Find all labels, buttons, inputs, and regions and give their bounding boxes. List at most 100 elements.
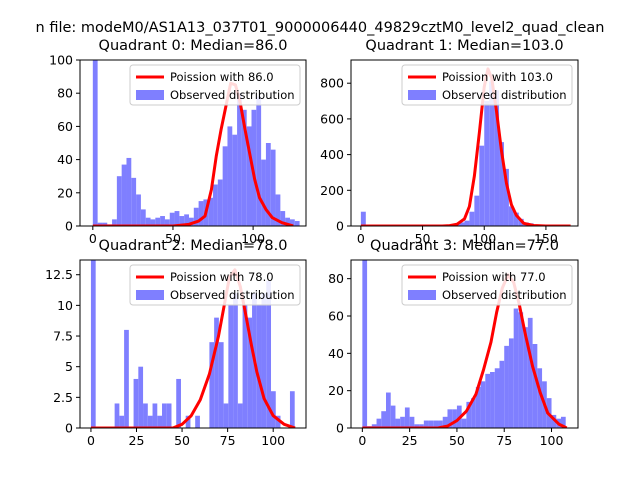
histogram-bar bbox=[275, 194, 281, 226]
x-tick-label: 0 bbox=[89, 231, 97, 246]
histogram-bar bbox=[376, 418, 382, 428]
histogram-bar bbox=[166, 403, 172, 428]
histogram-bar bbox=[527, 317, 533, 428]
histogram-bar bbox=[195, 415, 200, 428]
histogram-bar bbox=[193, 207, 199, 226]
y-tick-label: 80 bbox=[57, 86, 73, 101]
histogram-bar bbox=[114, 403, 120, 428]
y-tick-label: 200 bbox=[320, 183, 344, 198]
histogram-bar bbox=[381, 411, 386, 428]
histogram-bar bbox=[242, 305, 248, 428]
y-tick-label: 20 bbox=[57, 185, 73, 200]
histogram-bar bbox=[138, 366, 144, 428]
histogram-bar bbox=[126, 157, 132, 226]
x-tick-label: 150 bbox=[534, 231, 558, 246]
histogram-bar bbox=[185, 415, 191, 428]
histogram-bar bbox=[218, 342, 224, 428]
histogram-bar bbox=[174, 211, 180, 226]
histogram-bar bbox=[256, 96, 262, 226]
histogram-bar bbox=[237, 403, 243, 428]
histogram-bar bbox=[150, 219, 156, 226]
figure-suptitle: n file: modeM0/AS1A13_037T01_9000006440_… bbox=[36, 20, 605, 36]
histogram-bar bbox=[504, 345, 509, 428]
legend-label-observed: Observed distribution bbox=[170, 288, 295, 302]
legend-label-poisson: Poission with 77.0 bbox=[442, 270, 546, 284]
chart-panel-0: 0 50 100 0 20 40 60 80 100 Quadrant 0: Median=86.… bbox=[49, 38, 307, 246]
y-tick-label: 20 bbox=[328, 383, 344, 398]
histogram-bar bbox=[147, 415, 153, 428]
histogram-bar bbox=[489, 81, 495, 226]
x-tick-label: 100 bbox=[472, 231, 496, 246]
histogram-bar bbox=[164, 219, 170, 226]
legend-bar-swatch bbox=[136, 90, 164, 100]
histogram-bar bbox=[213, 184, 218, 226]
histogram-bar bbox=[162, 403, 167, 428]
histogram-bar bbox=[537, 368, 543, 428]
histogram-bar bbox=[409, 416, 415, 428]
y-tick-label: 80 bbox=[328, 271, 344, 286]
histogram-bar bbox=[119, 415, 125, 428]
histogram-bar bbox=[475, 386, 481, 428]
histogram-bar bbox=[404, 407, 410, 428]
legend: Poission with 77.0 Observed distribution bbox=[401, 264, 573, 306]
histogram-bar bbox=[362, 260, 368, 428]
panel-title: Quadrant 0: Median=86.0 bbox=[99, 38, 288, 54]
histogram-bar bbox=[360, 211, 366, 226]
histogram-bar bbox=[395, 418, 401, 428]
histogram-bar bbox=[198, 201, 204, 226]
histogram-bar bbox=[485, 373, 491, 428]
histogram-bar bbox=[503, 168, 509, 226]
histogram-bar bbox=[140, 209, 146, 226]
histogram-bar bbox=[499, 142, 504, 226]
histogram-bar bbox=[227, 126, 233, 226]
y-tick-label: 0 bbox=[65, 421, 73, 436]
legend-box bbox=[129, 64, 301, 106]
legend-label-observed: Observed distribution bbox=[442, 288, 567, 302]
histogram-bar bbox=[160, 216, 165, 226]
x-tick-label: 50 bbox=[449, 433, 465, 448]
legend-label-poisson: Poission with 78.0 bbox=[170, 270, 274, 284]
legend-bar-swatch bbox=[136, 290, 164, 300]
histogram-bar bbox=[459, 222, 465, 226]
legend: Poission with 86.0 Observed distribution bbox=[129, 64, 301, 106]
histogram-bar bbox=[474, 195, 480, 226]
y-tick-label: 5 bbox=[65, 359, 73, 374]
legend-label-poisson: Poission with 86.0 bbox=[170, 70, 274, 84]
histogram-bar bbox=[223, 403, 229, 428]
plot-area bbox=[362, 260, 568, 428]
panel-title: Quadrant 2: Median=78.0 bbox=[99, 238, 288, 254]
histogram-bar bbox=[469, 211, 475, 226]
legend-label-poisson: Poission with 103.0 bbox=[442, 70, 553, 84]
panel-title: Quadrant 1: Median=103.0 bbox=[365, 38, 563, 54]
histogram-bar bbox=[145, 217, 151, 226]
x-tick-label: 0 bbox=[358, 433, 366, 448]
histogram-bar bbox=[143, 403, 148, 428]
histogram-bar bbox=[390, 405, 396, 428]
chart-panel-2: 0 25 50 75 100 0 2.5 5 7.5 10 12.5 Quadrant 2: Medi… bbox=[45, 238, 307, 448]
x-tick-label: 75 bbox=[220, 433, 236, 448]
histogram-bar bbox=[532, 344, 538, 428]
histogram-bar bbox=[184, 214, 189, 226]
histogram-bar bbox=[228, 305, 234, 428]
legend: Poission with 103.0 Observed distribution bbox=[401, 64, 573, 106]
x-tick-label: 50 bbox=[415, 231, 431, 246]
histogram-bar bbox=[90, 260, 96, 428]
histogram-bar bbox=[523, 327, 528, 428]
histogram-bar bbox=[241, 109, 247, 226]
histogram-bar bbox=[121, 164, 127, 226]
histogram-bar bbox=[438, 420, 443, 428]
histogram-bar bbox=[289, 219, 295, 226]
histogram-bar bbox=[271, 391, 276, 428]
histogram-bar bbox=[508, 338, 514, 428]
histogram-bar bbox=[124, 329, 129, 428]
histogram-bar bbox=[209, 342, 215, 428]
histogram-bar bbox=[280, 211, 286, 226]
y-tick-label: 2.5 bbox=[53, 390, 73, 405]
histogram-bar bbox=[265, 143, 271, 226]
y-tick-label: 800 bbox=[320, 76, 344, 91]
histogram-bar bbox=[214, 317, 219, 428]
histogram-bar bbox=[447, 409, 453, 428]
y-tick-label: 60 bbox=[328, 309, 344, 324]
histogram-bar bbox=[179, 216, 185, 226]
